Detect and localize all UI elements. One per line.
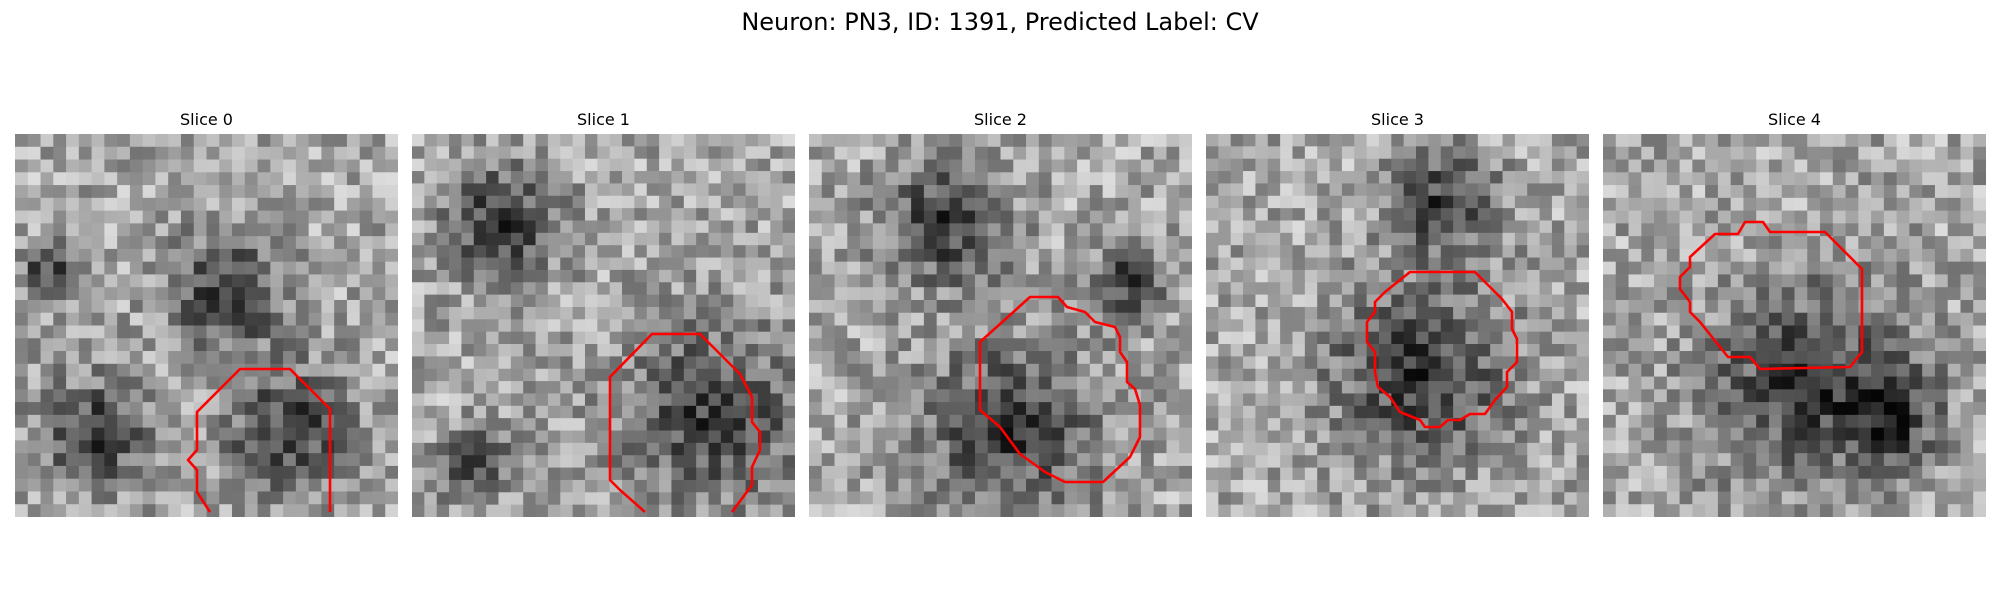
figure-title: Neuron: PN3, ID: 1391, Predicted Label: … — [741, 8, 1259, 36]
slice-image — [412, 134, 795, 517]
slice-panel-4: Slice 4 — [1603, 108, 1986, 517]
slice-image — [1206, 134, 1589, 517]
contour-outline — [1365, 270, 1519, 429]
slice-panel-3: Slice 3 — [1206, 108, 1589, 517]
contour-outline — [186, 367, 332, 513]
slice-image — [1603, 134, 1986, 517]
contour-outline — [978, 295, 1142, 484]
slice-title: Slice 4 — [1768, 110, 1821, 129]
slice-panel-1: Slice 1 — [412, 108, 795, 517]
contour-outline — [608, 332, 762, 513]
slice-title: Slice 2 — [974, 110, 1027, 129]
slice-title: Slice 1 — [577, 110, 630, 129]
contour-outline — [1678, 220, 1864, 371]
slice-image — [809, 134, 1192, 517]
slice-panel-0: Slice 0 — [15, 108, 398, 517]
slice-image — [15, 134, 398, 517]
slice-title: Slice 3 — [1371, 110, 1424, 129]
slice-title: Slice 0 — [180, 110, 233, 129]
slice-panel-2: Slice 2 — [809, 108, 1192, 517]
